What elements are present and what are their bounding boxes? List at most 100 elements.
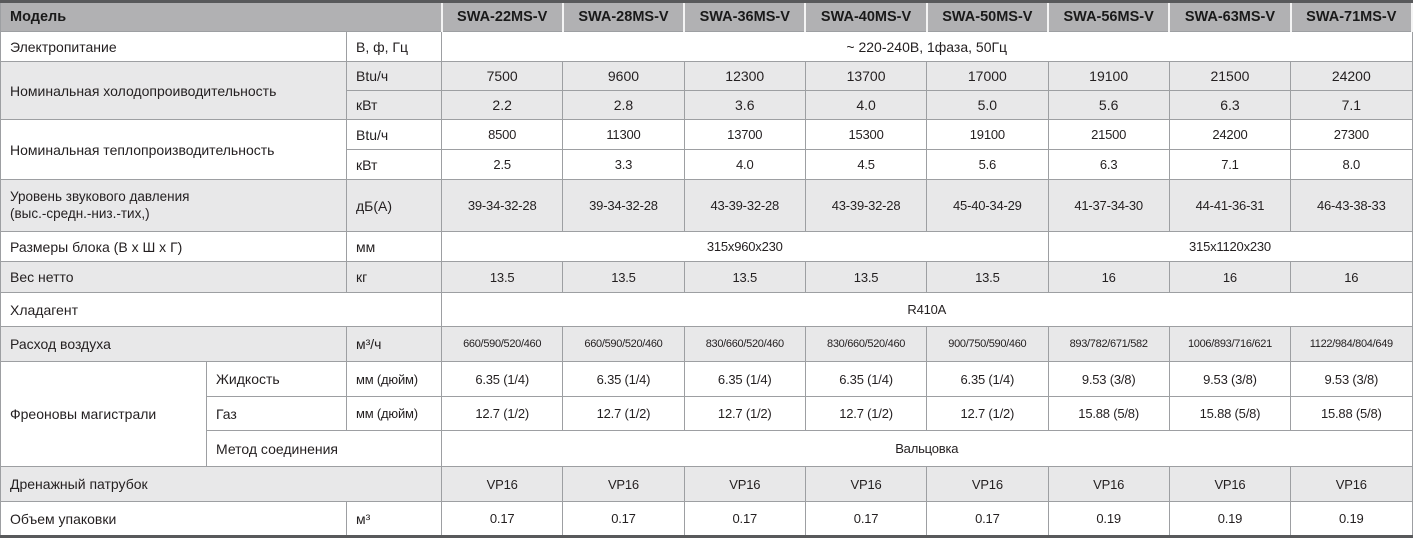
cooling-btu-value: 24200 (1290, 61, 1413, 91)
cooling-kw-value: 4.0 (804, 90, 928, 120)
heating-kw-unit: кВт (345, 149, 443, 180)
freon-liquid-value: 9.53 (3/8) (1047, 361, 1170, 397)
heating-kw-value: 2.5 (441, 149, 564, 180)
row-power: Электропитание В, ф, Гц ~ 220-240В, 1фаз… (0, 31, 1413, 62)
heating-btu-value: 27300 (1290, 119, 1413, 150)
cooling-kw-value: 3.6 (683, 90, 806, 120)
heating-kw-value: 4.5 (804, 149, 928, 180)
sound-label-line1: Уровень звукового давления (10, 188, 190, 204)
refrigerant-value: R410A (441, 292, 1413, 327)
freon-method-label: Метод соединения (205, 430, 443, 467)
drain-value: VP16 (683, 466, 806, 502)
airflow-value: 900/750/590/460 (926, 326, 1049, 362)
row-sound: Уровень звукового давления (выс.-средн.-… (0, 179, 1413, 232)
volume-label: Объем упаковки (0, 501, 347, 537)
volume-value: 0.17 (804, 501, 928, 537)
airflow-value: 660/590/520/460 (441, 326, 564, 362)
header-model-6: SWA-56MS-V (1046, 1, 1171, 32)
heating-kw-value: 5.6 (926, 149, 1049, 180)
ac-specification-table: Модель SWA-22MS-V SWA-28MS-V SWA-36MS-V … (0, 0, 1413, 538)
freon-liquid-value: 6.35 (1/4) (804, 361, 928, 397)
freon-liquid-value: 6.35 (1/4) (562, 361, 685, 397)
refrigerant-label: Хладагент (0, 292, 443, 327)
dimensions-unit: мм (345, 231, 443, 262)
freon-gas-value: 15.88 (5/8) (1047, 396, 1170, 431)
row-freon-liquid: Фреоновы магистрали Жидкость мм (дюйм) 6… (0, 361, 1413, 467)
header-model-8: SWA-71MS-V (1289, 1, 1413, 32)
airflow-value: 660/590/520/460 (562, 326, 685, 362)
freon-gas-unit: мм (дюйм) (345, 396, 443, 431)
cooling-kw-value: 6.3 (1168, 90, 1292, 120)
power-label: Электропитание (0, 31, 347, 62)
power-value: ~ 220-240В, 1фаза, 50Гц (441, 31, 1413, 62)
airflow-value: 830/660/520/460 (683, 326, 806, 362)
sound-value: 39-34-32-28 (562, 179, 685, 232)
heating-kw-value: 6.3 (1047, 149, 1170, 180)
dimensions-label: Размеры блока (В х Ш х Г) (0, 231, 347, 262)
drain-value: VP16 (804, 466, 928, 502)
heating-btu-value: 11300 (562, 119, 685, 150)
volume-value: 0.19 (1047, 501, 1170, 537)
drain-value: VP16 (562, 466, 685, 502)
sound-value: 41-37-34-30 (1047, 179, 1170, 232)
freon-liquid-value: 9.53 (3/8) (1290, 361, 1413, 397)
airflow-label: Расход воздуха (0, 326, 347, 362)
cooling-kw-value: 7.1 (1290, 90, 1413, 120)
weight-unit: кг (345, 261, 443, 293)
cooling-btu-value: 12300 (683, 61, 806, 91)
weight-value: 13.5 (683, 261, 806, 293)
cooling-btu-value: 19100 (1047, 61, 1170, 91)
spec-table-wrapper: Модель SWA-22MS-V SWA-28MS-V SWA-36MS-V … (0, 0, 1413, 538)
heating-btu-value: 21500 (1047, 119, 1170, 150)
airflow-value: 1006/893/716/621 (1168, 326, 1292, 362)
heating-btu-unit: Btu/ч (345, 119, 443, 150)
sound-value: 44-41-36-31 (1168, 179, 1292, 232)
cooling-btu-value: 9600 (562, 61, 685, 91)
cooling-kw-value: 2.2 (441, 90, 564, 120)
header-model-5: SWA-50MS-V (925, 1, 1050, 32)
drain-value: VP16 (1290, 466, 1413, 502)
row-cooling-kw: кВт 2.2 2.8 3.6 4.0 5.0 5.6 6.3 7.1 (1, 90, 1413, 120)
freon-gas-value: 12.7 (1/2) (683, 396, 806, 431)
volume-value: 0.19 (1168, 501, 1292, 537)
heating-btu-value: 13700 (683, 119, 806, 150)
volume-value: 0.17 (926, 501, 1049, 537)
row-heating-kw: кВт 2.5 3.3 4.0 4.5 5.6 6.3 7.1 8.0 (1, 149, 1413, 180)
heating-btu-value: 24200 (1168, 119, 1292, 150)
freon-gas-value: 15.88 (5/8) (1290, 396, 1413, 431)
volume-value: 0.19 (1290, 501, 1413, 537)
heating-btu-value: 8500 (441, 119, 564, 150)
cooling-btu-value: 13700 (804, 61, 928, 91)
freon-label: Фреоновы магистрали (0, 361, 207, 467)
header-model-2: SWA-28MS-V (561, 1, 686, 32)
sound-label: Уровень звукового давления (выс.-средн.-… (0, 179, 347, 232)
freon-gas-value: 15.88 (5/8) (1168, 396, 1292, 431)
heating-kw-value: 4.0 (683, 149, 806, 180)
heating-btu-value: 19100 (926, 119, 1049, 150)
row-airflow: Расход воздуха м³/ч 660/590/520/460 660/… (0, 326, 1413, 362)
freon-gas-value: 12.7 (1/2) (926, 396, 1049, 431)
freon-gas-label: Газ (206, 396, 347, 431)
sound-value: 45-40-34-29 (926, 179, 1049, 232)
cooling-btu-value: 21500 (1168, 61, 1292, 91)
freon-liquid-value: 6.35 (1/4) (441, 361, 564, 397)
freon-liquid-value: 6.35 (1/4) (926, 361, 1049, 397)
heating-kw-value: 8.0 (1290, 149, 1413, 180)
row-header: Модель SWA-22MS-V SWA-28MS-V SWA-36MS-V … (0, 1, 1413, 32)
weight-label: Вес нетто (0, 261, 347, 293)
weight-value: 13.5 (804, 261, 928, 293)
header-model-7: SWA-63MS-V (1168, 1, 1292, 32)
weight-value: 16 (1290, 261, 1413, 293)
drain-value: VP16 (926, 466, 1049, 502)
airflow-value: 1122/984/804/649 (1290, 326, 1413, 362)
volume-unit: м³ (345, 501, 443, 537)
cooling-label: Номинальная холодопроиводительность (0, 61, 347, 120)
cooling-kw-value: 5.0 (926, 90, 1049, 120)
sound-label-line2: (выс.-средн.-низ.-тих,) (10, 205, 150, 221)
power-unit: В, ф, Гц (345, 31, 443, 62)
freon-liquid-value: 9.53 (3/8) (1168, 361, 1292, 397)
weight-value: 13.5 (441, 261, 564, 293)
cooling-kw-value: 2.8 (562, 90, 685, 120)
volume-value: 0.17 (562, 501, 685, 537)
cooling-btu-unit: Btu/ч (345, 61, 443, 91)
